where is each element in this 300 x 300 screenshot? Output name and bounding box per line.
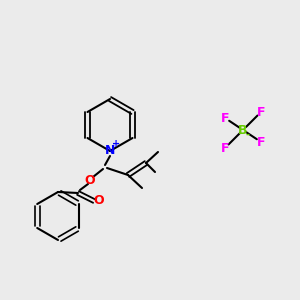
- Text: +: +: [112, 139, 120, 149]
- Text: F: F: [221, 142, 229, 154]
- Text: O: O: [85, 173, 95, 187]
- Text: N: N: [105, 145, 115, 158]
- Text: -: -: [246, 130, 250, 140]
- Text: F: F: [257, 106, 265, 118]
- Text: F: F: [221, 112, 229, 124]
- Text: O: O: [94, 194, 104, 208]
- Text: F: F: [257, 136, 265, 148]
- Text: B: B: [238, 124, 248, 136]
